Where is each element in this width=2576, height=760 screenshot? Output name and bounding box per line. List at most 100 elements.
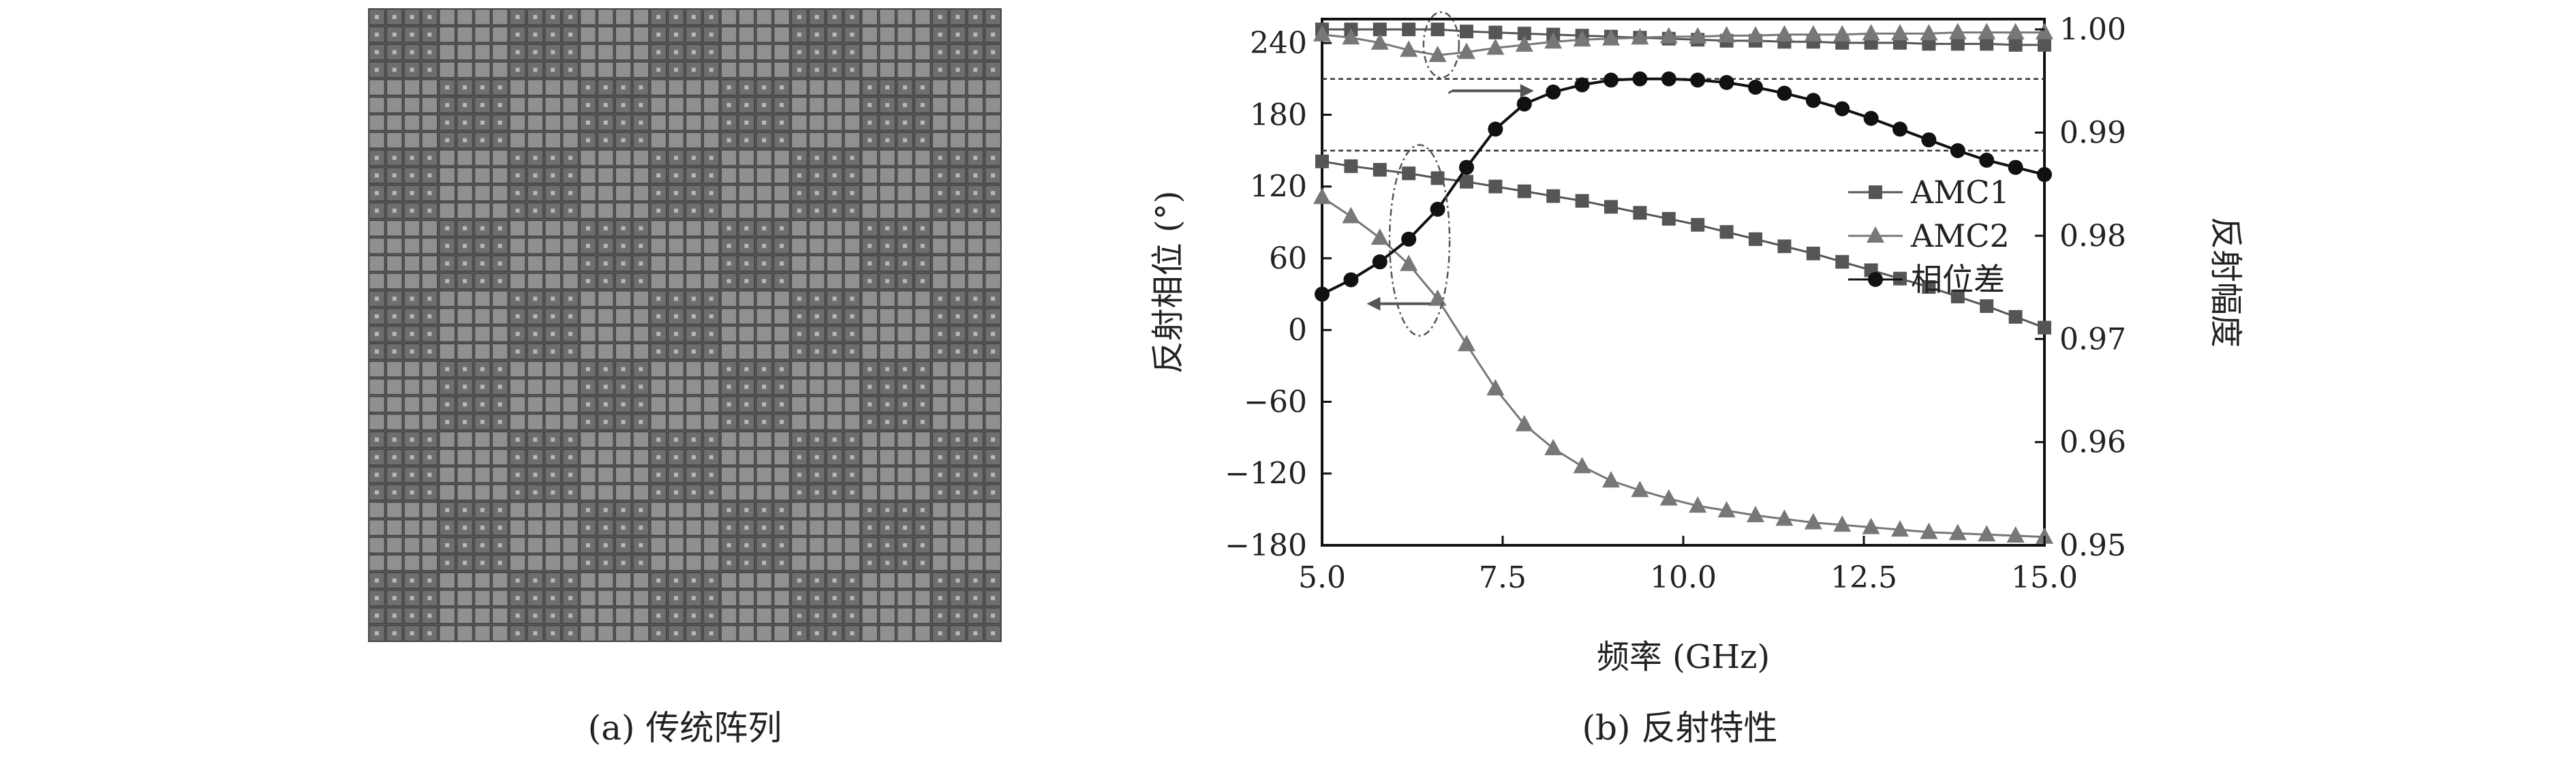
right-arrow-hook bbox=[1447, 90, 1453, 95]
array-cell-dot bbox=[427, 209, 432, 213]
array-cell-dot bbox=[726, 261, 731, 266]
array-cell bbox=[932, 502, 949, 519]
array-cell-dot bbox=[691, 613, 696, 618]
array-cell-dot bbox=[902, 543, 907, 547]
array-cell bbox=[738, 44, 755, 61]
array-cell bbox=[932, 237, 949, 254]
array-cell-dot bbox=[515, 331, 520, 336]
array-cell bbox=[421, 413, 438, 431]
data-point-amc2-right bbox=[1717, 26, 1736, 43]
array-cell bbox=[967, 79, 984, 96]
array-cell bbox=[456, 343, 474, 360]
array-cell-dot bbox=[709, 297, 714, 301]
array-cell-dot bbox=[568, 631, 573, 636]
array-cell bbox=[579, 449, 597, 466]
array-cell-dot bbox=[691, 297, 696, 301]
array-cell bbox=[914, 590, 931, 607]
array-cell bbox=[403, 361, 420, 378]
array-cell bbox=[738, 167, 755, 184]
array-cell-dot bbox=[621, 138, 626, 142]
array-cell bbox=[703, 255, 720, 272]
array-cell-dot bbox=[392, 631, 397, 636]
array-cell-dot bbox=[991, 331, 996, 336]
array-cell bbox=[597, 325, 614, 343]
array-cell-dot bbox=[585, 261, 590, 266]
array-cell bbox=[914, 343, 931, 360]
data-point-amc2-right bbox=[1400, 40, 1418, 57]
array-cell-dot bbox=[533, 191, 538, 196]
data-point-amc1-right bbox=[1980, 37, 1994, 51]
array-cell bbox=[932, 132, 949, 149]
array-cell-dot bbox=[374, 331, 379, 336]
array-cell bbox=[826, 361, 843, 378]
array-cell bbox=[984, 554, 1002, 571]
array-cell bbox=[667, 554, 685, 571]
array-cell bbox=[545, 378, 562, 395]
array-cell-dot bbox=[392, 50, 397, 55]
data-point-amc2-left bbox=[1747, 506, 1764, 523]
array-cell bbox=[632, 449, 649, 466]
array-cell-dot bbox=[551, 297, 555, 301]
array-cell-dot bbox=[938, 490, 942, 495]
data-point-amc2-left bbox=[1342, 207, 1360, 224]
array-cell-dot bbox=[902, 560, 907, 565]
array-cell-dot bbox=[674, 191, 679, 196]
array-cell-dot bbox=[973, 191, 978, 196]
array-cell-dot bbox=[480, 85, 485, 90]
array-cell bbox=[491, 8, 508, 26]
array-cell bbox=[914, 149, 931, 166]
array-cell bbox=[685, 273, 703, 290]
array-cell bbox=[527, 132, 544, 149]
array-cell bbox=[456, 484, 474, 501]
array-cell-dot bbox=[674, 349, 679, 354]
array-cell-dot bbox=[374, 173, 379, 178]
array-cell bbox=[844, 361, 861, 378]
array-cell-dot bbox=[515, 155, 520, 160]
array-cell-dot bbox=[762, 226, 767, 230]
array-cell-dot bbox=[374, 314, 379, 319]
data-point-phase-diff-left bbox=[1430, 201, 1445, 217]
array-cell bbox=[685, 114, 703, 132]
array-cell bbox=[791, 554, 808, 571]
array-cell bbox=[650, 96, 667, 114]
array-cell-dot bbox=[410, 32, 414, 37]
array-cell-dot bbox=[674, 437, 679, 442]
array-cell-dot bbox=[955, 578, 960, 583]
array-cell bbox=[878, 61, 896, 78]
data-point-amc2-left bbox=[1717, 501, 1736, 518]
array-cell-dot bbox=[621, 120, 626, 125]
array-cell bbox=[844, 114, 861, 132]
data-point-amc2-right bbox=[2006, 22, 2025, 40]
array-cell-dot bbox=[744, 279, 749, 284]
array-cell bbox=[949, 273, 966, 290]
array-cell-dot bbox=[374, 67, 379, 72]
array-cell-dot bbox=[568, 472, 573, 477]
data-point-amc1-left bbox=[1691, 217, 1705, 232]
data-point-amc1-right bbox=[1922, 37, 1936, 51]
array-cell-dot bbox=[868, 120, 872, 125]
array-cell-dot bbox=[762, 85, 767, 90]
array-cell-dot bbox=[533, 173, 538, 178]
array-cell-dot bbox=[551, 50, 555, 55]
array-cell-dot bbox=[621, 508, 626, 513]
array-cell-dot bbox=[533, 578, 538, 583]
array-cell-dot bbox=[973, 613, 978, 618]
array-cell bbox=[914, 431, 931, 449]
array-cell bbox=[403, 396, 420, 413]
array-cell-dot bbox=[973, 596, 978, 601]
array-cell-dot bbox=[814, 191, 819, 196]
array-cell-dot bbox=[938, 297, 942, 301]
array-cell-dot bbox=[726, 226, 731, 230]
array-cell-dot bbox=[674, 155, 679, 160]
data-point-amc2-right bbox=[1370, 33, 1389, 50]
y-right-tick-label: 0.95 bbox=[2059, 528, 2126, 563]
data-point-amc1-left bbox=[1980, 299, 1994, 314]
array-cell bbox=[615, 572, 632, 589]
array-cell bbox=[386, 396, 403, 413]
array-cell bbox=[773, 466, 791, 483]
array-cell-dot bbox=[497, 120, 502, 125]
array-cell bbox=[615, 290, 632, 307]
array-cell bbox=[844, 79, 861, 96]
array-cell-dot bbox=[938, 14, 942, 19]
array-cell-dot bbox=[814, 32, 819, 37]
